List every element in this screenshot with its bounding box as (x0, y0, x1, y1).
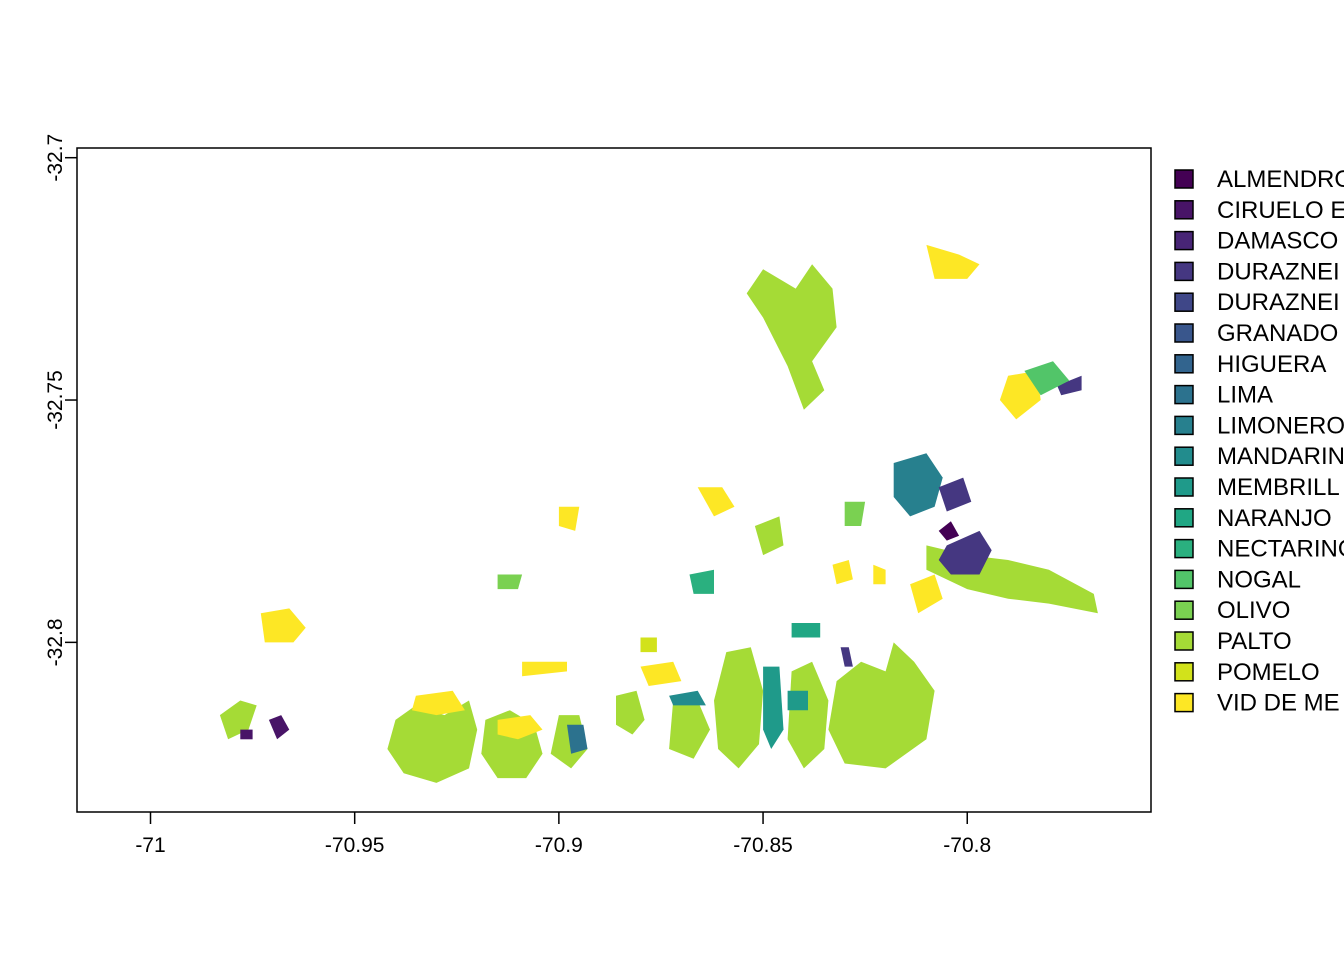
y-axis: -32.7 -32.75 -32.8 (44, 134, 77, 666)
legend-swatch (1174, 292, 1194, 312)
legend-label: ALMENDRO (1217, 166, 1344, 193)
legend-swatch (1174, 446, 1194, 466)
parcel-nectarino (689, 569, 714, 594)
legend-label: MEMBRILL (1217, 474, 1340, 501)
parcel-vid-de-me (522, 661, 567, 677)
legend-swatch (1174, 600, 1194, 620)
parcel-duraznei (938, 477, 972, 512)
legend-label: MANDARIN (1217, 443, 1344, 470)
parcel-vid-de-me (411, 690, 465, 716)
legend-label: VID DE ME (1217, 690, 1340, 717)
legend-swatch (1174, 415, 1194, 436)
parcel-vid-de-me (832, 560, 853, 585)
y-tick-label: -32.75 (44, 370, 67, 430)
legend-swatch (1174, 230, 1194, 251)
legend-label: GRANADO (1217, 320, 1338, 347)
y-tick-label: -32.8 (44, 618, 67, 666)
parcel-ciruelo-e (268, 715, 290, 740)
parcel-duraznei (1057, 375, 1082, 396)
parcel-duraznei (840, 647, 853, 667)
parcel-vid-de-me (640, 661, 682, 686)
parcel-palto (616, 690, 645, 735)
legend-swatch (1174, 384, 1194, 405)
x-tick-label: -70.8 (943, 834, 991, 857)
legend-label: LIMA (1217, 382, 1273, 409)
parcel-palto (669, 700, 710, 759)
parcel-vid-de-me (260, 608, 306, 643)
x-axis: -71 -70.95 -70.9 -70.85 -70.8 (135, 812, 991, 857)
x-tick-label: -70.9 (535, 834, 583, 857)
parcel-ciruelo-e (240, 729, 253, 740)
legend-label: NOGAL (1217, 566, 1301, 593)
parcel-palto (387, 700, 478, 783)
parcel-vid-de-me (697, 487, 735, 517)
parcel-pomelo (640, 637, 657, 653)
parcel-almendro (938, 521, 960, 541)
y-tick-label: -32.7 (44, 134, 67, 182)
parcel-naranjo (791, 623, 821, 638)
plot-frame (76, 147, 1152, 813)
legend-label: CIRUELO E (1217, 197, 1344, 224)
parcel-palto (746, 264, 837, 410)
legend-swatch (1174, 261, 1194, 282)
parcel-vid-de-me (873, 564, 886, 585)
parcel-membrill (787, 690, 808, 711)
parcel-olivo (844, 501, 866, 526)
x-tick-label: -70.85 (733, 834, 793, 857)
parcel-vid-de-me (926, 244, 980, 279)
legend-swatch (1174, 477, 1194, 497)
legend-swatch (1174, 662, 1194, 682)
legend-label: LIMONERO (1217, 412, 1344, 439)
legend-swatch (1174, 538, 1194, 559)
legend: ALMENDRO CIRUELO E DAMASCO DURAZNEI DURAZNEI… (1174, 166, 1344, 717)
parcel-nogal (1024, 361, 1070, 396)
parcel-palto (714, 647, 764, 769)
parcel-olivo (497, 574, 523, 590)
legend-swatch (1174, 323, 1194, 343)
parcel-vid-de-me (999, 370, 1041, 420)
legend-label: HIGUERA (1217, 351, 1326, 378)
x-tick-label: -70.95 (325, 834, 385, 857)
parcel-palto (787, 661, 829, 769)
parcel-mandarin (669, 690, 706, 706)
legend-label: DAMASCO (1217, 228, 1338, 255)
legend-label: POMELO (1217, 659, 1320, 686)
legend-label: OLIVO (1217, 597, 1290, 624)
legend-label: PALTO (1217, 628, 1292, 655)
legend-swatch (1174, 354, 1194, 374)
parcel-vid-de-me (558, 506, 580, 531)
parcel-vid-de-me (910, 574, 943, 614)
parcel-palto (828, 642, 935, 769)
legend-swatch (1174, 508, 1194, 528)
legend-label: NARANJO (1217, 505, 1332, 532)
parcel-membrill (763, 666, 784, 749)
legend-swatch (1174, 631, 1194, 651)
x-tick-label: -71 (135, 834, 165, 857)
legend-label: DURAZNEI (1217, 258, 1340, 285)
parcel-duraznei (938, 530, 992, 575)
legend-swatch (1174, 200, 1194, 220)
parcel-lima (567, 724, 588, 754)
legend-label: NECTARINO (1217, 536, 1344, 563)
legend-swatch (1174, 692, 1194, 713)
parcel-limonero (893, 453, 943, 517)
parcel-vid-de-me (497, 715, 543, 740)
legend-swatch (1174, 169, 1194, 189)
legend-label: DURAZNEI (1217, 289, 1340, 316)
map-features (219, 244, 1098, 783)
parcel-palto (754, 516, 784, 556)
legend-swatch (1174, 569, 1194, 590)
